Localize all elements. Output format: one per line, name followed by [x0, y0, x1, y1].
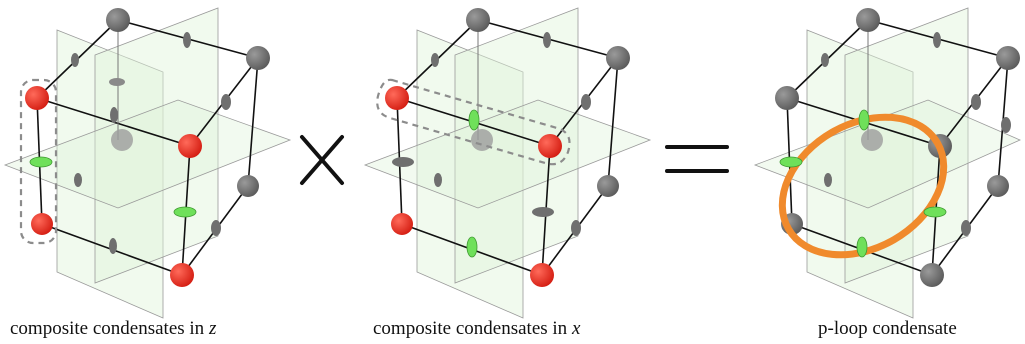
caption-variable: z	[208, 318, 217, 339]
caption-text: composite condensates in	[10, 318, 209, 339]
times-operator	[300, 135, 344, 185]
red-sites	[25, 86, 202, 287]
caption-variable: x	[571, 318, 581, 339]
panel-composite-z	[3, 7, 292, 319]
red-sites	[385, 86, 562, 287]
caption-text: p-loop condensate	[818, 318, 957, 339]
caption-composite-x: composite condensates in x	[373, 318, 580, 340]
equals-operator	[665, 145, 729, 173]
gray-sites	[775, 8, 1020, 287]
p-loop	[778, 113, 948, 259]
green-links	[29, 156, 197, 218]
panel-composite-x	[363, 7, 652, 319]
panel-p-loop	[753, 7, 1021, 319]
green-links	[779, 109, 947, 258]
dashed-highlight	[19, 78, 58, 245]
gray-sites	[71, 8, 270, 254]
caption-text: composite condensates in	[373, 318, 572, 339]
dashed-highlight	[376, 78, 571, 166]
caption-composite-z: composite condensates in z	[10, 318, 216, 340]
caption-p-loop: p-loop condensate	[818, 318, 957, 340]
green-links	[466, 109, 480, 258]
